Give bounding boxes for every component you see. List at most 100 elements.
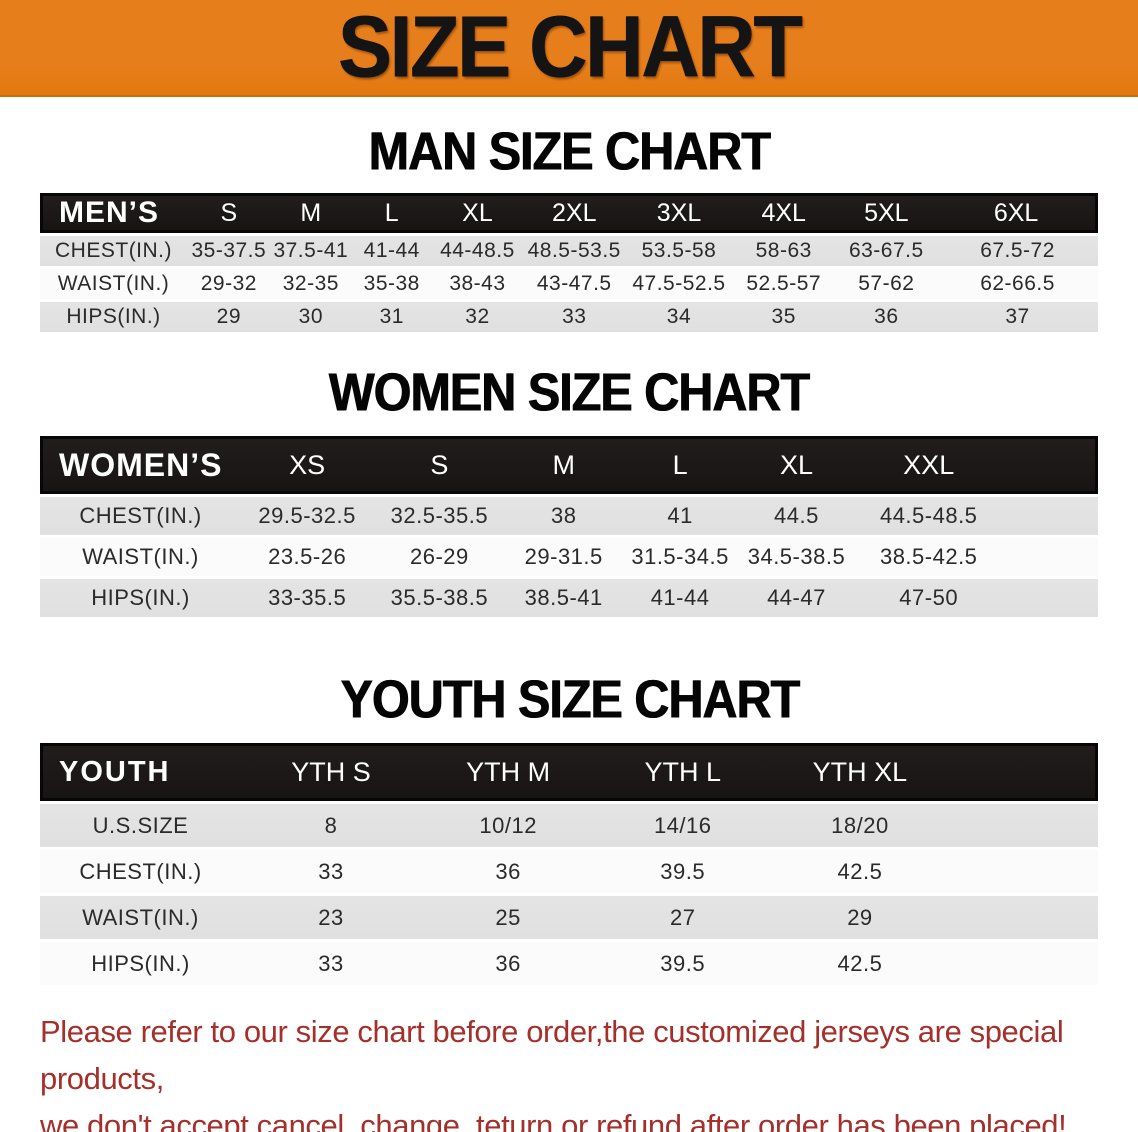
women-size-table: WOMEN’S XS S M L XL XXL CHEST(IN.) 29.5-32.5 32.5… [40,433,1098,620]
row-label-cell: CHEST(IN.) [40,850,242,893]
row-pad-cell [1002,538,1098,576]
row-label-cell: WAIST(IN.) [40,896,242,939]
size-column-header: M [270,193,352,233]
size-value-cell: 31 [351,302,433,332]
size-value-cell: 41 [621,497,739,535]
size-value-cell: 42.5 [770,850,950,893]
size-value-cell: 47-50 [854,579,1003,617]
row-label-cell: U.S.SIZE [40,804,242,847]
size-value-cell: 67.5-72 [937,236,1098,266]
size-value-cell: 33 [522,302,627,332]
size-value-cell: 25 [420,896,596,939]
row-pad-cell [1002,497,1098,535]
size-column-header: 4XL [731,193,836,233]
table-header-row: MEN’S S M L XL 2XL 3XL 4XL 5XL 6XL [40,193,1098,233]
header-pad-cell [949,743,1098,801]
size-column-header: 6XL [937,193,1098,233]
size-value-cell: 38 [505,497,622,535]
size-value-cell: 14/16 [595,804,770,847]
size-value-cell: 58-63 [731,236,836,266]
row-label-cell: CHEST(IN.) [40,236,188,266]
size-column-header: YTH S [241,743,421,801]
size-value-cell: 10/12 [420,804,596,847]
size-value-cell: 52.5-57 [731,269,836,299]
banner-title: SIZE CHART [337,0,803,96]
row-pad-cell [949,942,1098,985]
size-value-cell: 43-47.5 [522,269,627,299]
table-row: WAIST(IN.) 29-32 32-35 35-38 38-43 43-47.5 47.… [40,269,1098,299]
footer-line-1: Please refer to our size chart before or… [40,1014,1064,1096]
row-pad-cell [949,850,1098,893]
man-section-heading-text: MAN SIZE CHART [368,120,770,182]
size-value-cell: 39.5 [595,942,770,985]
size-value-cell: 32.5-35.5 [373,497,506,535]
row-pad-cell [1002,579,1098,617]
size-value-cell: 41-44 [351,236,433,266]
size-value-cell: 32-35 [270,269,352,299]
size-value-cell: 29 [770,896,950,939]
size-value-cell: 18/20 [770,804,950,847]
row-label-cell: HIPS(IN.) [40,942,242,985]
size-value-cell: 23 [241,896,421,939]
size-value-cell: 31.5-34.5 [621,538,739,576]
size-value-cell: 37.5-41 [270,236,352,266]
table-row: HIPS(IN.) 33 36 39.5 42.5 [40,942,1098,985]
women-section-heading-text: WOMEN SIZE CHART [328,361,810,423]
size-value-cell: 44.5 [738,497,855,535]
size-column-header: 2XL [522,193,627,233]
size-value-cell: 42.5 [770,942,950,985]
size-value-cell: 35 [731,302,836,332]
size-column-header: XL [738,436,855,494]
table-row: WAIST(IN.) 23 25 27 29 [40,896,1098,939]
size-value-cell: 33 [241,850,421,893]
table-row: CHEST(IN.) 29.5-32.5 32.5-35.5 38 41 44.5 44.5… [40,497,1098,535]
size-value-cell: 48.5-53.5 [522,236,627,266]
size-column-header: 3XL [626,193,732,233]
size-value-cell: 34.5-38.5 [738,538,855,576]
row-pad-cell [949,804,1098,847]
table-row: HIPS(IN.) 33-35.5 35.5-38.5 38.5-41 41-44 44-… [40,579,1098,617]
table-header-row: WOMEN’S XS S M L XL XXL [40,436,1098,494]
youth-section-heading-text: YOUTH SIZE CHART [339,668,800,730]
size-value-cell: 44.5-48.5 [854,497,1003,535]
table-row: U.S.SIZE 8 10/12 14/16 18/20 [40,804,1098,847]
row-pad-cell [949,896,1098,939]
size-value-cell: 63-67.5 [835,236,938,266]
size-value-cell: 37 [937,302,1098,332]
size-chart-banner: SIZE CHART [0,0,1138,97]
size-column-header: 5XL [835,193,938,233]
size-value-cell: 35-38 [351,269,433,299]
size-value-cell: 62-66.5 [937,269,1098,299]
size-column-header: L [621,436,739,494]
size-column-header: XS [241,436,374,494]
size-value-cell: 38-43 [432,269,523,299]
size-value-cell: 38.5-41 [505,579,622,617]
size-value-cell: 32 [432,302,523,332]
size-value-cell: 29.5-32.5 [241,497,374,535]
size-value-cell: 35.5-38.5 [373,579,506,617]
size-value-cell: 26-29 [373,538,506,576]
header-pad-cell [1002,436,1098,494]
size-value-cell: 44-48.5 [432,236,523,266]
row-label-cell: HIPS(IN.) [40,579,242,617]
size-column-header: YTH XL [770,743,950,801]
size-value-cell: 34 [626,302,732,332]
size-value-cell: 36 [420,850,596,893]
size-value-cell: 39.5 [595,850,770,893]
size-value-cell: 47.5-52.5 [626,269,732,299]
size-value-cell: 44-47 [738,579,855,617]
size-value-cell: 33 [241,942,421,985]
size-value-cell: 38.5-42.5 [854,538,1003,576]
table-row: HIPS(IN.) 29 30 31 32 33 34 35 36 37 [40,302,1098,332]
table-group-label: WOMEN’S [40,436,242,494]
size-column-header: S [373,436,506,494]
table-row: CHEST(IN.) 33 36 39.5 42.5 [40,850,1098,893]
women-section-heading: WOMEN SIZE CHART [0,361,1138,423]
size-value-cell: 30 [270,302,352,332]
row-label-cell: CHEST(IN.) [40,497,242,535]
table-header-row: YOUTH YTH S YTH M YTH L YTH XL [40,743,1098,801]
size-value-cell: 29-31.5 [505,538,622,576]
size-value-cell: 36 [420,942,596,985]
size-column-header: XL [432,193,523,233]
size-value-cell: 27 [595,896,770,939]
